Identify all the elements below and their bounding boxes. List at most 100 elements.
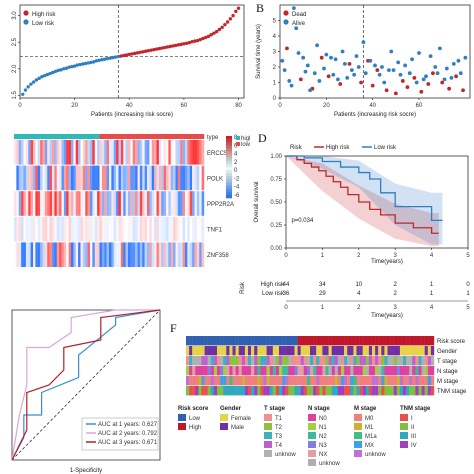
risk-score-point [220, 25, 224, 30]
expression-cell [168, 191, 171, 216]
expression-cell [132, 216, 136, 242]
color-scale-step [226, 176, 232, 180]
roc-curve-plot: AUC at 1 years: 0.627 AUC at 2 years: 0.7… [11, 309, 161, 474]
expression-cell [63, 140, 67, 165]
legend-label: High [189, 425, 201, 431]
expression-cell [194, 242, 198, 267]
survival-point [444, 66, 449, 71]
clinical-cell [337, 336, 342, 346]
clinical-cell [421, 336, 425, 346]
clinical-cell [229, 336, 233, 346]
survival-point [308, 88, 313, 93]
clinical-cell [195, 356, 199, 366]
clinical-cell [272, 346, 277, 356]
clinical-cell [303, 346, 308, 356]
expression-cell [166, 242, 169, 267]
expression-cell [189, 242, 193, 267]
x-axis-label: Time(years) [371, 259, 403, 265]
type-annotation-cell [116, 134, 119, 139]
clinical-cell [359, 356, 363, 366]
risk-score-point [190, 39, 194, 44]
expression-cell [42, 216, 46, 242]
type-annotation-cell [139, 134, 143, 139]
clinical-cell [353, 346, 357, 356]
expression-cell [128, 165, 131, 191]
clinical-cell [254, 386, 258, 396]
clinical-cell [353, 336, 357, 346]
clinical-cell [220, 346, 224, 356]
expression-cell [187, 191, 190, 216]
clinical-cell [220, 376, 224, 386]
clinical-cell [372, 366, 376, 376]
survival-point [292, 6, 296, 10]
clinical-cell [406, 346, 410, 356]
clinical-cell [365, 356, 370, 366]
clinical-cell [213, 376, 218, 386]
risk-score-point [89, 60, 93, 65]
clinical-cell [359, 346, 363, 356]
clinical-cell [325, 336, 329, 346]
type-annotation-cell [18, 134, 22, 139]
x-tick-label: 60 [416, 103, 423, 109]
expression-cell [30, 140, 34, 165]
clinical-cell [272, 386, 277, 396]
clinical-cell [418, 366, 422, 376]
clinical-row-label: T stage [437, 359, 458, 365]
clinical-cell [213, 386, 218, 396]
legend-label: Female [231, 416, 252, 422]
type-annotation-cell [71, 134, 74, 139]
risk-score-point [92, 60, 96, 64]
expression-cell [80, 140, 84, 165]
expression-cell [173, 165, 176, 191]
expression-cell [118, 191, 122, 216]
clinical-cell [238, 356, 242, 366]
expression-cell [149, 216, 152, 242]
clinical-cell [331, 376, 335, 386]
risk-table-count: 34 [319, 282, 326, 288]
legend-label: N2 [319, 434, 327, 440]
type-annotation-cell [163, 134, 167, 139]
expression-cell [101, 216, 105, 242]
clinical-cell [310, 386, 314, 396]
type-annotation-cell [199, 134, 202, 139]
expression-cell [123, 165, 126, 191]
risk-score-point [102, 57, 107, 61]
type-annotation-cell [33, 134, 36, 139]
expression-cell [14, 216, 17, 242]
clinical-cell [198, 346, 202, 356]
expression-cell [49, 191, 53, 216]
clinical-cell [260, 346, 264, 356]
clinical-cell [257, 346, 261, 356]
type-annotation-cell [47, 134, 50, 139]
color-scale-tick: 0 [234, 168, 238, 174]
expression-cell [147, 242, 150, 267]
clinical-cell [266, 346, 270, 356]
legend-swatch [283, 10, 289, 16]
clinical-cell [248, 356, 252, 366]
clinical-cell [334, 366, 339, 376]
expression-cell [196, 191, 200, 216]
type-annotation-cell [189, 134, 193, 139]
clinical-cell [316, 376, 320, 386]
clinical-cell [390, 366, 394, 376]
type-annotation-cell [85, 134, 88, 139]
clinical-cell [396, 346, 401, 356]
clinical-cell [285, 376, 289, 386]
expression-cell [149, 191, 152, 216]
expression-cell [87, 191, 91, 216]
risk-table-ylabel: Risk [240, 281, 246, 294]
survival-point [380, 65, 384, 69]
type-annotation-cell [14, 134, 17, 139]
expression-cell [71, 242, 74, 267]
legend-swatch [354, 450, 362, 457]
expression-cell [68, 242, 72, 267]
clinical-cell [319, 346, 323, 356]
risk-table-x-tick: 3 [394, 305, 398, 311]
expression-cell [21, 242, 24, 267]
clinical-cell [337, 346, 342, 356]
expression-cell [78, 242, 81, 267]
clinical-cell [328, 376, 332, 386]
clinical-cell [403, 366, 407, 376]
expression-cell [158, 216, 162, 242]
survival-point [384, 88, 389, 93]
